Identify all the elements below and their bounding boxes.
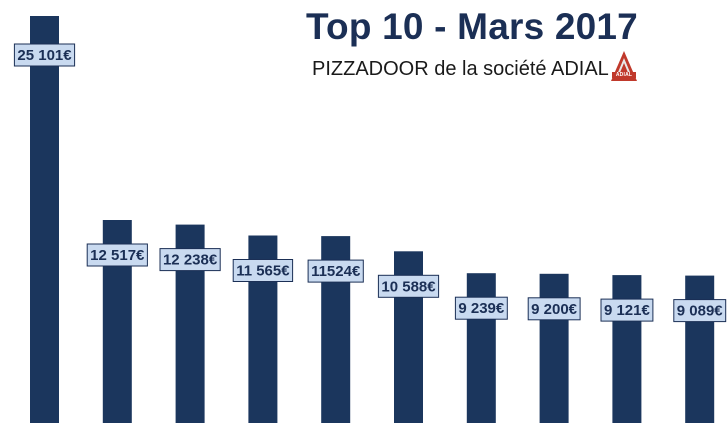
data-label-box [377, 274, 440, 298]
data-label-box [232, 259, 294, 282]
data-label-text: 25 101€ [17, 47, 72, 64]
data-label: 9 200€ [527, 297, 581, 321]
data-label-text: 10 588€ [381, 278, 436, 295]
data-labels-group: 25 101€ 12 517€ 12 238€ 11 565€ 11524€ 10 588… [13, 43, 727, 323]
data-label: 11524€ [307, 259, 364, 283]
data-label-text: 9 089€ [677, 303, 724, 320]
data-label: 12 517€ [86, 243, 148, 267]
bar [30, 16, 59, 423]
data-label-text: 11 565€ [236, 263, 290, 280]
data-label-text: 9 121€ [604, 302, 651, 319]
data-label-text: 12 517€ [90, 247, 145, 264]
chart-subtitle: PIZZADOOR de la société ADIAL [312, 58, 609, 80]
data-label-text: 12 238€ [163, 252, 218, 269]
chart-title: Top 10 - Mars 2017 [306, 6, 638, 47]
data-label-text: 9 200€ [531, 301, 578, 318]
data-label-box [159, 248, 221, 272]
adial-logo-text: ADIAL [615, 72, 633, 78]
data-label-box [600, 298, 654, 322]
data-label: 10 588€ [377, 274, 440, 298]
data-label-box [307, 259, 364, 283]
bar [466, 273, 496, 423]
data-label: 11 565€ [232, 259, 294, 282]
adial-logo-icon [611, 51, 637, 81]
bar [612, 275, 642, 423]
data-label-text: 9 239€ [458, 300, 505, 317]
data-label-box [13, 43, 76, 67]
data-label-text: 11524€ [311, 263, 361, 280]
data-label: 9 121€ [600, 298, 654, 322]
data-label-box [527, 297, 581, 321]
bar [685, 275, 715, 423]
data-label-box [673, 299, 727, 323]
data-label: 25 101€ [13, 43, 76, 67]
data-label-box [454, 296, 508, 320]
data-label: 12 238€ [159, 248, 221, 272]
data-label-box [86, 243, 148, 267]
bar [539, 273, 569, 423]
data-label: 9 239€ [454, 296, 508, 320]
data-label: 9 089€ [673, 299, 727, 323]
